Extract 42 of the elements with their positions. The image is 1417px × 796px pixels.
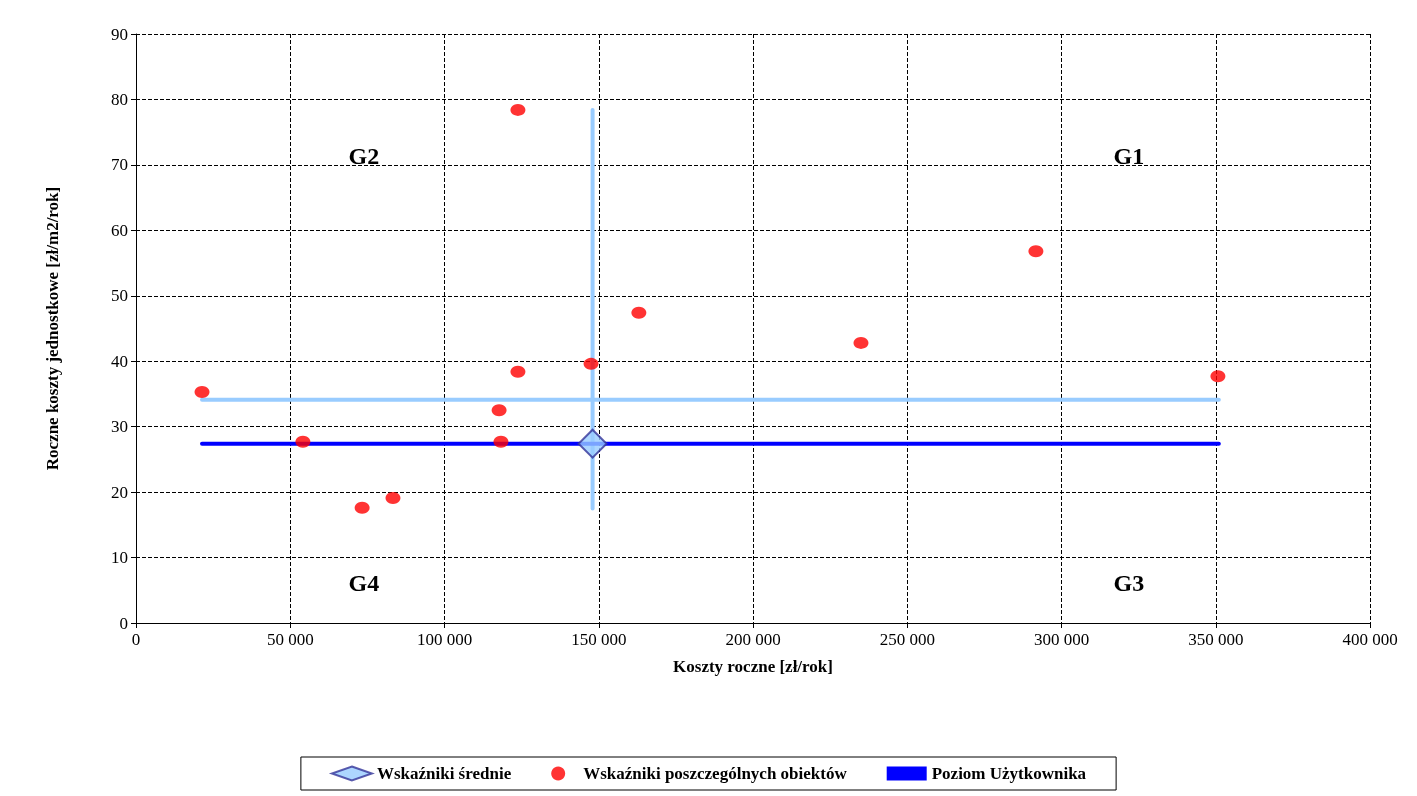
x-tick-label: 100 000 xyxy=(416,630,473,649)
point xyxy=(631,306,647,319)
y-tick-label: 80 xyxy=(111,89,128,109)
y-tick-label: 40 xyxy=(111,351,128,371)
annotation: G3 xyxy=(1113,569,1145,596)
point xyxy=(491,404,507,417)
point xyxy=(853,336,869,349)
point xyxy=(385,492,401,504)
point xyxy=(510,103,526,116)
x-tick-label: 400 000 xyxy=(1342,630,1398,649)
x-tick-label: 50 000 xyxy=(266,630,314,649)
annotation: G1 xyxy=(1113,142,1145,169)
point xyxy=(583,357,599,370)
point xyxy=(1028,245,1044,258)
x-tick-label: 200 000 xyxy=(725,630,781,649)
annotation: G2 xyxy=(348,142,380,169)
y-tick-label: 0 xyxy=(119,613,128,633)
y-tick-label: 50 xyxy=(111,286,128,306)
x-tick-label: 250 000 xyxy=(879,630,935,649)
legend-label: Wskaźniki poszczególnych obiektów xyxy=(583,764,848,783)
x-tick-label: 300 000 xyxy=(1033,630,1090,649)
y-tick-label: 60 xyxy=(111,220,128,240)
y-tick-label: 10 xyxy=(111,548,128,568)
point xyxy=(1210,370,1226,383)
point xyxy=(577,428,608,459)
point xyxy=(194,385,210,398)
y-tick-label: 90 xyxy=(111,24,128,44)
x-tick-label: 150 000 xyxy=(571,630,627,649)
y-tick-label: 30 xyxy=(111,417,128,437)
legend-label: Poziom Użytkownika xyxy=(931,764,1087,783)
x-axis-title: Koszty roczne [zł/rok] xyxy=(673,657,833,676)
point xyxy=(295,435,311,448)
point xyxy=(510,365,526,378)
x-tick-label: 0 xyxy=(131,630,141,649)
x-tick-label: 350 000 xyxy=(1188,630,1244,649)
y-tick-label: 20 xyxy=(111,482,128,502)
y-tick-label: 70 xyxy=(111,155,128,175)
y-axis-title: Roczne koszty jednostkowe [zł/m2/rok] xyxy=(43,186,62,471)
annotation: G4 xyxy=(348,569,380,596)
point xyxy=(493,435,509,448)
point xyxy=(354,501,370,514)
legend-label: Wskaźniki średnie xyxy=(376,764,512,783)
